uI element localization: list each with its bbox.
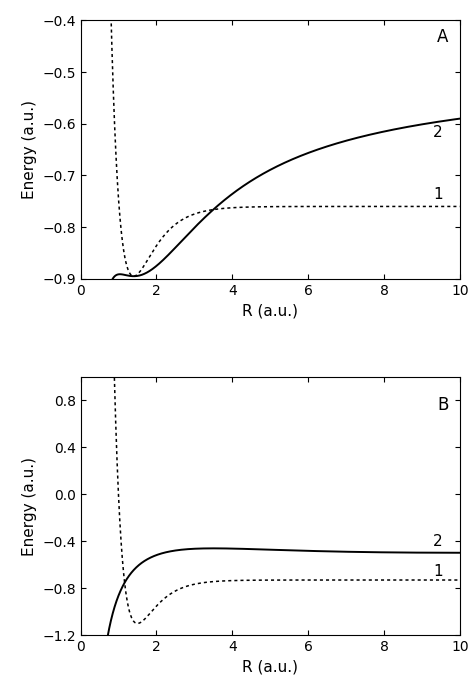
Y-axis label: Energy (a.u.): Energy (a.u.) [21,456,36,555]
X-axis label: R (a.u.): R (a.u.) [242,660,298,675]
X-axis label: R (a.u.): R (a.u.) [242,303,298,318]
Text: 2: 2 [433,534,443,549]
Text: 1: 1 [433,186,443,201]
Text: 1: 1 [433,564,443,579]
Y-axis label: Energy (a.u.): Energy (a.u.) [21,100,36,199]
Text: A: A [437,28,448,46]
Text: 2: 2 [433,125,443,140]
Text: B: B [437,395,448,414]
